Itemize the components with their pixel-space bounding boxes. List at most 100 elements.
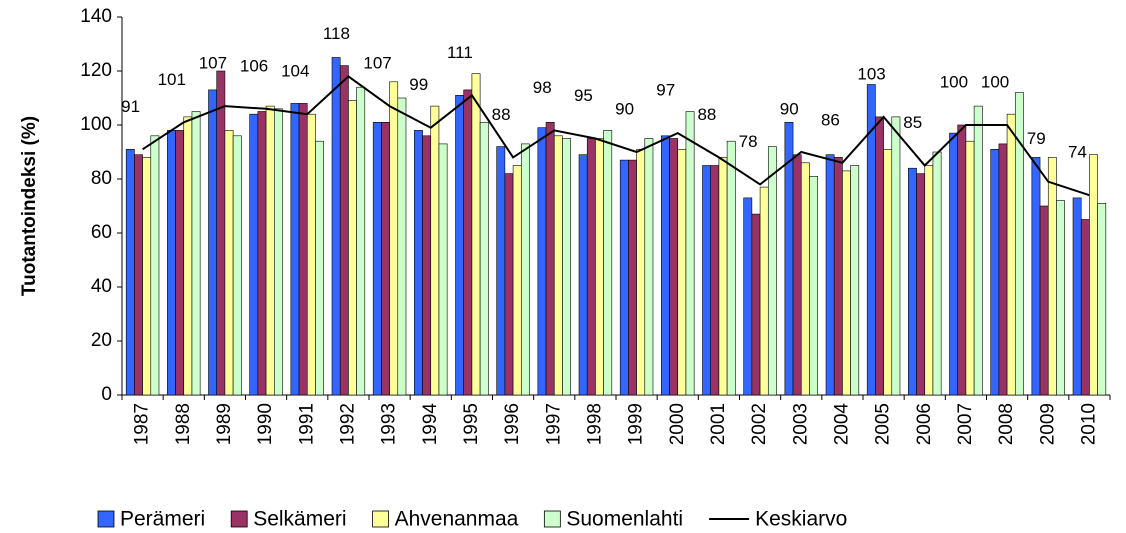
x-tick-label: 1994 <box>420 403 441 446</box>
bar <box>471 73 481 396</box>
data-label: 99 <box>409 75 428 94</box>
bar <box>537 127 547 396</box>
x-tick-label: 1993 <box>379 403 400 445</box>
bar <box>1047 157 1057 396</box>
x-tick-label: 2010 <box>1078 403 1099 445</box>
bar <box>545 122 555 396</box>
bar <box>208 89 218 396</box>
bar <box>636 149 646 396</box>
bar <box>809 176 818 396</box>
y-tick-label: 80 <box>91 168 112 189</box>
data-label: 98 <box>533 78 552 97</box>
bar <box>553 135 563 396</box>
bar <box>306 113 316 396</box>
bar <box>825 154 835 396</box>
bar <box>372 122 382 396</box>
bar <box>998 143 1008 396</box>
data-label: 104 <box>281 62 309 81</box>
bar <box>726 140 736 396</box>
legend-label: Selkämeri <box>253 508 346 531</box>
bar <box>1031 157 1041 396</box>
legend-swatch <box>372 510 389 528</box>
data-label: 88 <box>492 105 511 124</box>
data-label: 100 <box>981 72 1009 91</box>
y-tick-label: 120 <box>80 60 112 81</box>
data-label: 106 <box>240 56 268 75</box>
bar <box>142 157 152 396</box>
legend-swatch <box>97 510 115 528</box>
bar <box>381 122 390 396</box>
data-label: 88 <box>697 105 716 124</box>
data-label: 90 <box>780 99 799 118</box>
x-tick-label: 2008 <box>996 403 1017 445</box>
bar <box>759 186 769 396</box>
bar <box>249 113 259 396</box>
bar <box>520 143 530 396</box>
bar <box>702 165 712 396</box>
bar <box>397 97 407 396</box>
data-label: 100 <box>940 72 968 91</box>
data-label: 103 <box>857 64 885 83</box>
bar <box>578 154 588 396</box>
bar <box>1089 154 1098 396</box>
bar <box>504 173 514 396</box>
bar <box>167 130 176 396</box>
bar <box>1014 92 1024 396</box>
legend-swatch <box>543 510 561 528</box>
bar <box>265 105 275 396</box>
bar <box>718 157 728 396</box>
data-label: 111 <box>447 43 473 62</box>
bar <box>512 165 522 396</box>
bar <box>430 105 440 396</box>
bar <box>949 132 959 396</box>
bar <box>298 103 308 396</box>
bar <box>685 111 695 396</box>
x-tick-label: 1988 <box>173 403 194 445</box>
bar <box>422 135 432 396</box>
x-tick-label: 2003 <box>790 403 811 445</box>
bar <box>339 65 349 396</box>
x-tick-label: 2001 <box>708 403 729 445</box>
legend-label: Perämeri <box>120 508 205 531</box>
bar <box>1097 203 1107 396</box>
data-label: 95 <box>574 86 593 105</box>
bar <box>710 165 720 396</box>
bar <box>644 138 654 396</box>
y-tick-label: 60 <box>91 222 112 243</box>
line <box>142 75 1090 197</box>
bar <box>496 146 506 396</box>
bar <box>183 116 193 396</box>
bar <box>1080 219 1090 396</box>
bar <box>619 159 629 396</box>
x-tick-label: 1996 <box>502 403 523 445</box>
data-label: 79 <box>1027 129 1046 148</box>
bar <box>232 135 242 396</box>
bar <box>150 135 160 396</box>
bar <box>800 162 810 396</box>
bar <box>990 149 1000 396</box>
x-tick-label: 1999 <box>626 403 647 445</box>
data-label: 91 <box>121 97 140 116</box>
bar <box>743 197 753 396</box>
bar <box>315 140 324 396</box>
legend-swatch <box>230 510 248 528</box>
bar <box>586 138 596 396</box>
bar <box>1006 113 1016 396</box>
legend-label: Ahvenanmaa <box>395 508 519 531</box>
bar <box>965 140 975 396</box>
bar <box>389 81 399 396</box>
bar <box>455 95 465 396</box>
y-axis-title: Tuotantoindeksi (%) <box>19 116 40 296</box>
bar <box>438 143 448 396</box>
legend-label: Keskiarvo <box>755 508 847 531</box>
bar <box>908 167 917 396</box>
bar <box>257 111 267 396</box>
bar <box>842 170 851 396</box>
legend-label: Suomenlahti <box>566 508 683 531</box>
bar <box>1039 205 1049 396</box>
bar <box>224 130 234 396</box>
x-tick-label: 2009 <box>1037 403 1058 445</box>
bar <box>932 151 942 396</box>
y-tick-label: 140 <box>80 6 112 27</box>
bar <box>751 213 761 396</box>
